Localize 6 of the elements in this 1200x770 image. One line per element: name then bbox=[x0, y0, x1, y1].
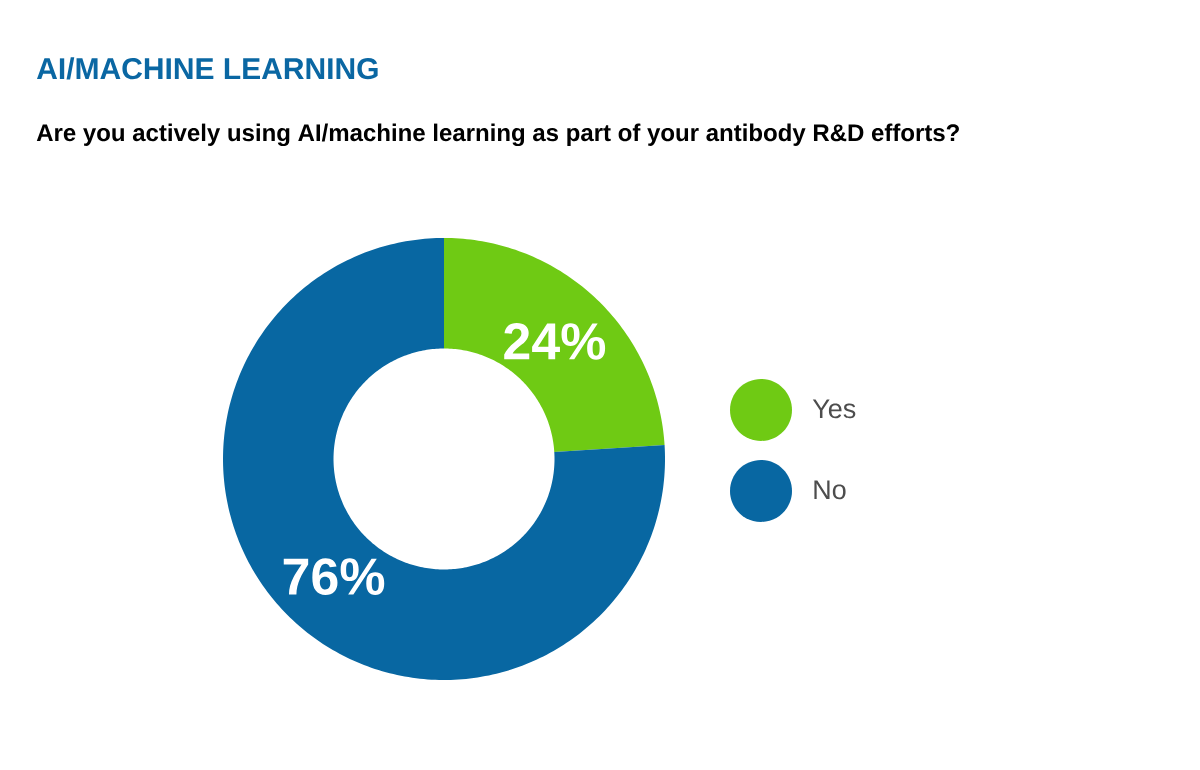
chart-title: AI/MACHINE LEARNING bbox=[36, 57, 378, 80]
legend-label: Yes bbox=[812, 399, 856, 419]
data-label: 76% bbox=[283, 558, 385, 595]
chart-subtitle: Are you actively using AI/machine learning as part of your antibody R&D efforts? bbox=[36, 123, 959, 147]
legend-label: No bbox=[814, 480, 846, 500]
data-label: 24% bbox=[504, 323, 606, 360]
